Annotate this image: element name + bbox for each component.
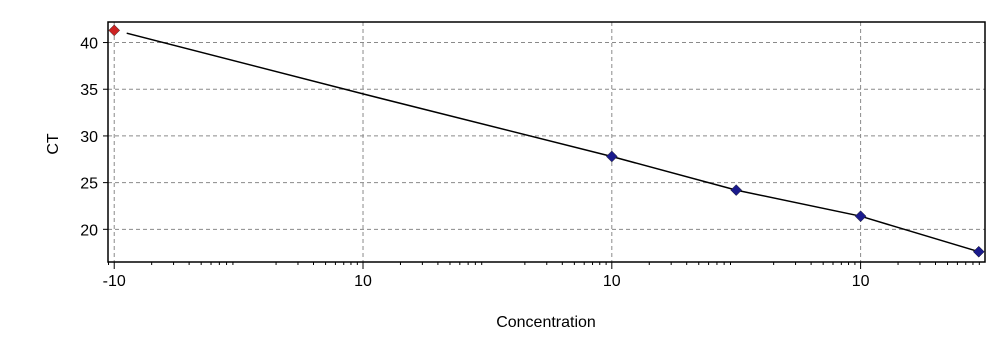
x-tick-label: -10: [103, 273, 126, 290]
y-tick-label: 30: [80, 129, 98, 146]
x-axis-label: Concentration: [496, 314, 596, 331]
standard-point: [605, 150, 618, 163]
y-axis-label: CT: [45, 133, 62, 155]
fit-line-group: [126, 32, 980, 253]
standard-point: [972, 245, 985, 258]
plot-area: [108, 22, 985, 262]
y-tick-label: 40: [80, 36, 98, 53]
x-tick-label: 10: [852, 273, 870, 290]
axes: 20 25 30 35 40 -10 10 10 10: [80, 36, 980, 290]
data-points: [108, 24, 985, 258]
x-tick-label: 10: [603, 273, 621, 290]
standard-point: [730, 184, 743, 196]
outlier-point: [108, 24, 121, 37]
y-tick-label: 20: [80, 222, 98, 239]
fit-line: [126, 32, 980, 253]
y-tick-label: 35: [80, 82, 98, 99]
y-tick-label: 25: [80, 176, 98, 193]
x-tick-label: 10: [354, 273, 372, 290]
standard-point: [854, 210, 867, 223]
